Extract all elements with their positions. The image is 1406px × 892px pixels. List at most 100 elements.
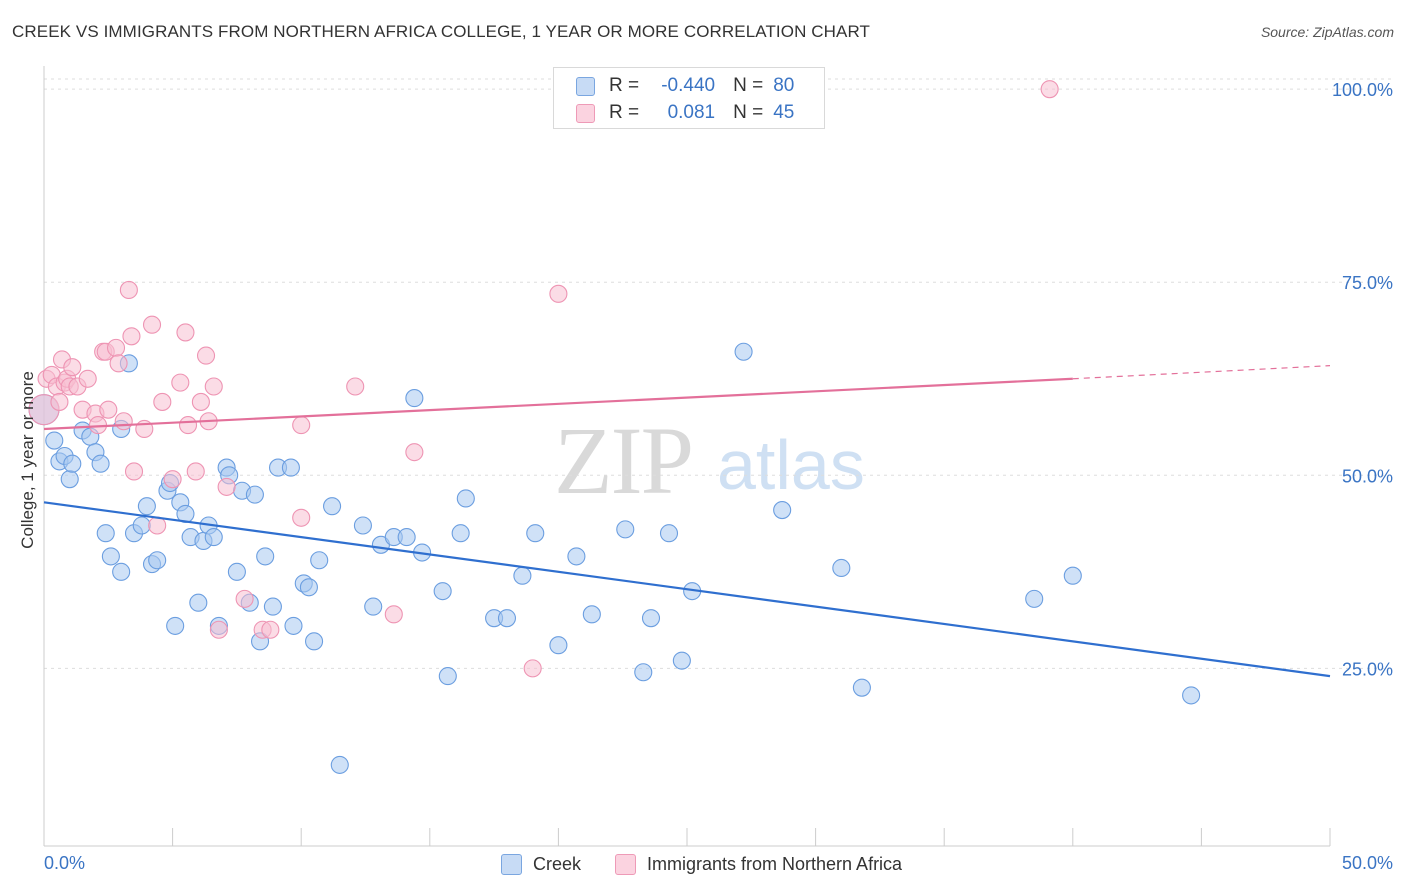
naf-point-27 — [153, 392, 172, 411]
creek-point-71 — [672, 651, 691, 670]
naf-point-46 — [405, 443, 424, 462]
naf-trend-line-extension — [1072, 365, 1331, 380]
naf-point-23 — [124, 462, 144, 481]
naf-trend-line — [43, 377, 1073, 431]
naf-point-21 — [119, 280, 138, 300]
creek-point-39 — [263, 597, 282, 616]
creek-point-12 — [112, 562, 131, 581]
creek-point-19 — [148, 551, 167, 570]
creek-point-47 — [323, 497, 342, 516]
creek-point-53 — [397, 528, 416, 547]
creek-point-10 — [96, 524, 115, 543]
naf-point-4 — [50, 392, 69, 411]
y-tick-label-50: 50.0% — [1342, 466, 1393, 486]
creek-point-65 — [567, 547, 586, 566]
creek-point-9 — [91, 454, 110, 473]
creek-legend-swatch — [501, 853, 522, 875]
naf-point-39 — [235, 589, 254, 608]
creek-point-79 — [1182, 686, 1201, 705]
naf-swatch — [576, 103, 595, 123]
creek-trend-line — [43, 501, 1331, 678]
naf-point-49 — [1040, 80, 1059, 99]
creek-point-50 — [364, 597, 383, 616]
naf-point-30 — [176, 323, 195, 342]
naf-point-42 — [292, 416, 311, 435]
creek-point-67 — [616, 520, 635, 539]
creek-point-1 — [45, 431, 64, 450]
creek-point-44 — [299, 578, 318, 597]
naf-point-48 — [549, 284, 568, 303]
source-label: Source: ZipAtlas.com — [1260, 24, 1394, 40]
creek-point-58 — [451, 524, 470, 543]
creek-point-48 — [330, 755, 349, 774]
creek-point-26 — [189, 593, 208, 612]
naf-point-37 — [209, 620, 228, 639]
naf-point-28 — [163, 470, 182, 489]
creek-point-16 — [132, 516, 151, 535]
stats-legend: R = -0.440 N = 80 R = 0.081 N = 45 — [553, 67, 825, 129]
naf-point-43 — [292, 508, 311, 527]
naf-n-value: 45 — [773, 102, 795, 123]
naf-point-18 — [106, 338, 126, 357]
legend-item-creek: Creek — [501, 852, 581, 876]
r-label: R = — [609, 75, 640, 96]
creek-point-57 — [438, 667, 457, 686]
naf-point-19 — [109, 354, 128, 373]
creek-point-62 — [513, 566, 532, 585]
creek-point-49 — [353, 516, 372, 535]
watermark-zip: ZIP — [554, 407, 694, 514]
y-axis-label: College, 1 year or more — [18, 371, 37, 549]
naf-r-value: 0.081 — [667, 102, 716, 123]
creek-point-74 — [773, 501, 792, 520]
naf-point-33 — [191, 392, 210, 411]
n-label: N = — [733, 75, 764, 96]
creek-point-76 — [852, 678, 871, 697]
creek-point-36 — [245, 485, 264, 504]
creek-point-22 — [166, 616, 185, 635]
naf-point-45 — [384, 605, 403, 624]
creek-n-value: 80 — [773, 75, 795, 96]
naf-legend-label: Immigrants from Northern Africa — [647, 853, 903, 874]
y-tick-label-25: 25.0% — [1342, 659, 1393, 679]
creek-point-33 — [227, 562, 246, 581]
creek-point-45 — [305, 632, 324, 651]
naf-point-41 — [261, 620, 280, 639]
creek-point-5 — [63, 454, 82, 473]
creek-point-64 — [549, 636, 568, 655]
creek-point-73 — [734, 342, 753, 361]
creek-point-75 — [832, 558, 851, 578]
creek-point-42 — [284, 616, 303, 635]
creek-point-77 — [1025, 589, 1044, 608]
creek-swatch — [576, 76, 595, 96]
naf-point-9 — [63, 358, 82, 377]
naf-legend-swatch — [615, 853, 636, 875]
creek-point-59 — [456, 489, 475, 508]
creek-point-38 — [256, 547, 275, 566]
naf-point-26 — [148, 516, 167, 535]
creek-r-value: -0.440 — [661, 75, 716, 96]
creek-point-78 — [1063, 566, 1082, 585]
stats-legend-row-creek: R = -0.440 N = 80 — [576, 73, 794, 99]
creek-point-70 — [659, 524, 679, 543]
naf-point-47 — [523, 659, 542, 678]
creek-legend-label: Creek — [533, 853, 582, 874]
naf-point-32 — [186, 462, 205, 481]
naf-point-17 — [99, 400, 118, 419]
y-tick-label-75: 75.0% — [1342, 273, 1393, 293]
chart-title: CREEK VS IMMIGRANTS FROM NORTHERN AFRICA… — [12, 22, 871, 41]
stats-legend-row-naf: R = 0.081 N = 45 — [576, 100, 794, 126]
creek-point-17 — [137, 497, 156, 516]
y-tick-label-100: 100.0% — [1332, 80, 1393, 100]
naf-point-12 — [78, 369, 97, 388]
creek-point-68 — [634, 663, 653, 682]
x-tick-label-min: 0.0% — [44, 853, 85, 873]
creek-point-41 — [281, 458, 300, 477]
creek-point-61 — [497, 609, 517, 628]
naf-point-38 — [217, 477, 236, 496]
watermark-atlas: atlas — [717, 426, 865, 504]
naf-point-31 — [178, 416, 198, 435]
naf-point-22 — [122, 327, 141, 346]
naf-point-44 — [346, 377, 365, 396]
naf-point-20 — [114, 412, 133, 431]
